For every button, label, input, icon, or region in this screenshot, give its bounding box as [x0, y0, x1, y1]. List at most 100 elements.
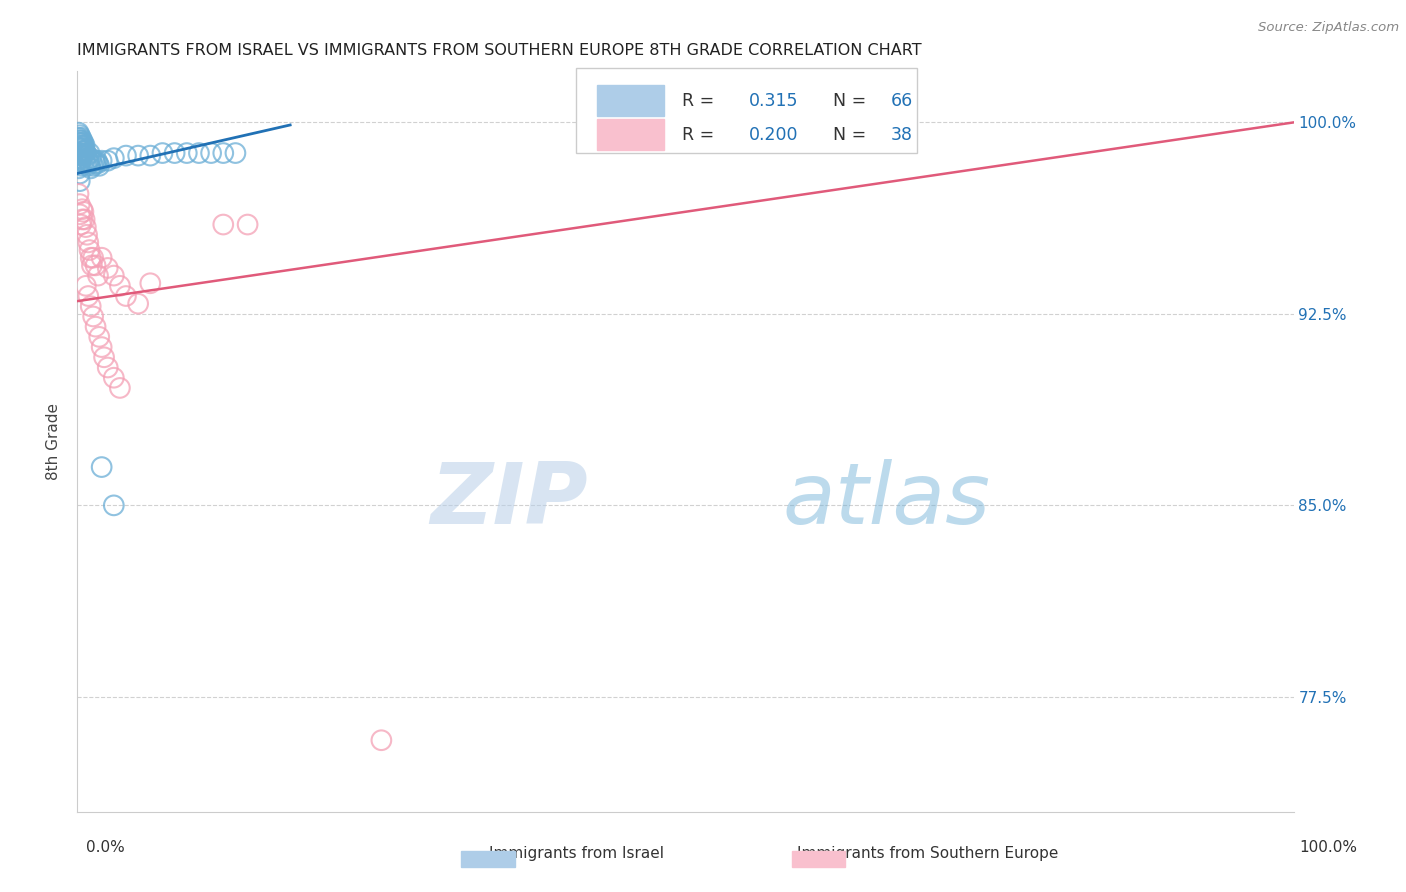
Point — [75, 220, 97, 235]
Point — [77, 289, 100, 303]
Point — [73, 212, 96, 227]
Point — [163, 146, 186, 161]
Text: Immigrants from Israel: Immigrants from Israel — [489, 847, 664, 861]
Point — [82, 310, 104, 324]
Point — [200, 146, 222, 161]
Text: N =: N = — [821, 92, 872, 110]
Point — [72, 136, 94, 150]
Point — [139, 277, 162, 291]
Point — [82, 251, 104, 265]
Point — [69, 166, 91, 180]
Point — [127, 296, 149, 310]
Text: 0.200: 0.200 — [748, 126, 799, 145]
Point — [73, 144, 96, 158]
Point — [108, 278, 131, 293]
Bar — [596, 85, 664, 116]
Point — [67, 146, 90, 161]
Point — [67, 161, 90, 176]
Point — [72, 141, 94, 155]
Text: R =: R = — [682, 126, 720, 145]
Point — [84, 156, 107, 170]
Point — [70, 212, 93, 227]
Point — [67, 151, 90, 165]
Point — [76, 159, 98, 173]
Point — [82, 159, 104, 173]
Point — [80, 151, 103, 165]
Point — [69, 138, 91, 153]
Point — [97, 360, 120, 375]
Point — [188, 146, 211, 161]
Point — [212, 218, 235, 232]
Point — [80, 251, 103, 265]
Point — [67, 130, 90, 145]
Text: 0.315: 0.315 — [748, 92, 799, 110]
Text: 100.0%: 100.0% — [1299, 840, 1358, 855]
Point — [67, 146, 90, 161]
Point — [152, 146, 174, 161]
Point — [89, 330, 111, 344]
Point — [70, 133, 93, 147]
Point — [69, 174, 91, 188]
Point — [75, 146, 97, 161]
Point — [90, 460, 112, 475]
Point — [87, 268, 110, 283]
Point — [236, 218, 259, 232]
Point — [67, 141, 90, 155]
Point — [69, 156, 91, 170]
Bar — [596, 119, 664, 150]
Point — [70, 218, 93, 232]
Point — [69, 148, 91, 162]
Point — [83, 153, 105, 168]
Y-axis label: 8th Grade: 8th Grade — [46, 403, 62, 480]
Point — [86, 153, 108, 168]
Point — [70, 159, 93, 173]
Point — [108, 381, 131, 395]
Text: atlas: atlas — [783, 459, 991, 542]
Text: N =: N = — [821, 126, 872, 145]
Text: 0.0%: 0.0% — [86, 840, 125, 855]
Point — [70, 136, 93, 150]
Point — [79, 243, 101, 257]
Point — [69, 207, 91, 221]
Point — [115, 289, 138, 303]
Point — [67, 126, 90, 140]
Point — [176, 146, 198, 161]
Point — [370, 733, 392, 747]
Point — [76, 227, 98, 242]
Point — [72, 138, 94, 153]
Point — [72, 204, 94, 219]
Point — [97, 153, 120, 168]
Point — [73, 153, 96, 168]
Text: Source: ZipAtlas.com: Source: ZipAtlas.com — [1258, 21, 1399, 34]
Point — [77, 235, 100, 250]
Point — [139, 148, 162, 162]
Point — [103, 499, 125, 513]
Point — [75, 278, 97, 293]
Point — [72, 146, 94, 161]
Point — [79, 156, 101, 170]
Point — [90, 251, 112, 265]
Point — [75, 156, 97, 170]
Point — [69, 197, 91, 211]
Point — [67, 141, 90, 155]
Point — [69, 133, 91, 147]
Point — [70, 141, 93, 155]
Point — [103, 370, 125, 384]
Text: R =: R = — [682, 92, 725, 110]
Point — [70, 138, 93, 153]
Point — [70, 144, 93, 158]
Point — [212, 146, 235, 161]
Point — [224, 146, 246, 161]
Point — [67, 186, 90, 201]
Point — [127, 148, 149, 162]
Point — [69, 141, 91, 155]
Point — [80, 161, 103, 176]
Point — [67, 136, 90, 150]
Point — [79, 146, 101, 161]
Point — [73, 138, 96, 153]
Point — [89, 159, 111, 173]
Point — [77, 153, 100, 168]
Point — [73, 144, 96, 158]
FancyBboxPatch shape — [576, 68, 917, 153]
Point — [80, 153, 103, 168]
